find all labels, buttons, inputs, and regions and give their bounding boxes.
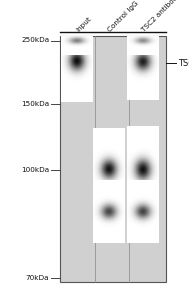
Text: 100kDa: 100kDa (21, 167, 49, 172)
Bar (60, 36, 166, 282)
Text: 70kDa: 70kDa (26, 274, 49, 280)
Text: TSC2 antibody: TSC2 antibody (141, 0, 182, 33)
Text: 250kDa: 250kDa (21, 38, 49, 44)
Text: Input: Input (75, 16, 92, 33)
Text: TSC2: TSC2 (178, 58, 189, 68)
Bar (60, 36, 166, 282)
Text: 150kDa: 150kDa (21, 100, 49, 106)
Text: Control IgG: Control IgG (107, 0, 140, 33)
